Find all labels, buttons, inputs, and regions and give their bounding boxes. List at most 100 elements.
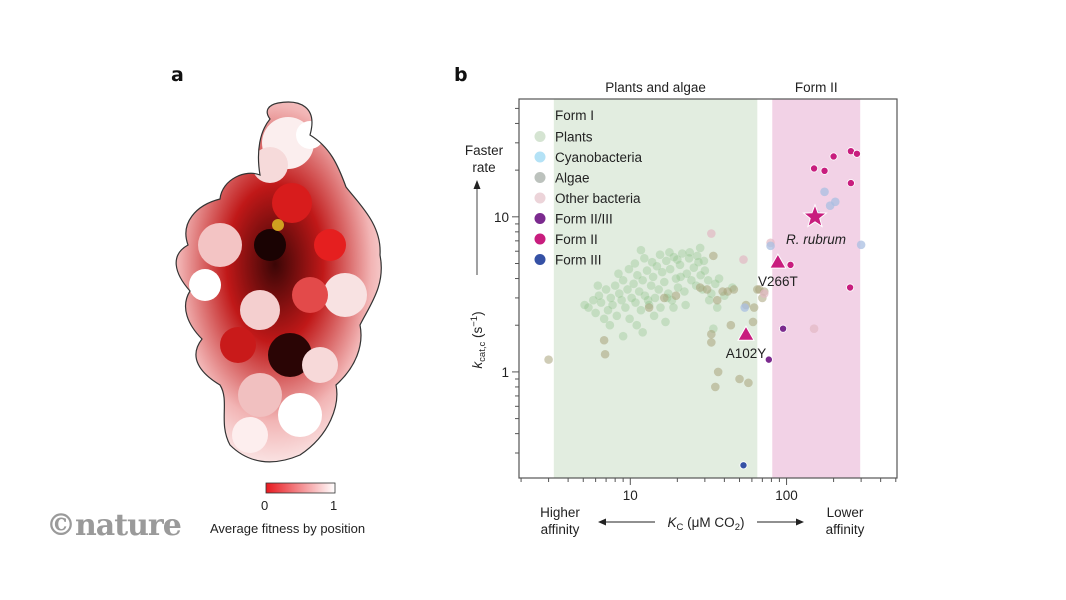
point-plants <box>661 317 670 327</box>
affinity-left-label: affinity <box>541 522 580 537</box>
point-form-ii <box>852 149 861 158</box>
legend-label: Cyanobacteria <box>555 150 643 165</box>
legend-swatch <box>534 233 546 245</box>
y-label-part: cat,c <box>477 342 488 362</box>
legend-swatch <box>534 192 546 204</box>
legend-label: Form III <box>555 253 602 268</box>
y-label-part: −1 <box>469 316 480 327</box>
y-tick-label: 1 <box>501 365 509 380</box>
point-other-bacteria <box>739 255 748 264</box>
point-cyanobacteria <box>740 303 750 312</box>
point-algae <box>707 338 716 347</box>
point-plants <box>676 272 685 282</box>
point-form-ii-iii <box>779 324 788 333</box>
point-algae <box>748 317 758 327</box>
point-plants <box>627 293 636 303</box>
point-form-ii <box>829 152 838 161</box>
point-plants <box>646 281 656 290</box>
point-plants <box>650 293 660 303</box>
point-form-ii-iii <box>764 355 773 364</box>
x-arrow-left-head <box>598 518 606 526</box>
point-cyanobacteria <box>825 201 835 210</box>
point-plants <box>614 289 624 298</box>
highlight-triangle-marker <box>769 253 787 269</box>
point-plants <box>704 295 714 305</box>
point-other-bacteria <box>707 229 716 238</box>
x-label-part: K <box>668 515 678 530</box>
point-cyanobacteria <box>766 241 775 251</box>
point-cyanobacteria <box>856 240 866 250</box>
point-plants <box>699 256 709 266</box>
point-plants <box>618 331 628 341</box>
point-plants <box>694 257 703 267</box>
colorbar-title: Average fitness by position <box>210 521 366 536</box>
point-algae <box>709 251 718 261</box>
point-plants <box>711 279 720 289</box>
point-algae <box>735 374 744 384</box>
point-plants <box>671 274 681 283</box>
colorbar <box>265 482 336 494</box>
point-plants <box>648 272 658 282</box>
y-tick-label: 10 <box>494 210 509 225</box>
y-label-part: ) <box>470 311 485 316</box>
highlight-label-r-rubrum: R. rubrum <box>786 232 846 247</box>
point-algae <box>695 283 705 292</box>
point-algae <box>707 329 716 339</box>
point-plants <box>612 311 622 321</box>
point-plants <box>673 283 683 292</box>
point-plants <box>675 260 685 270</box>
point-other-bacteria <box>759 289 769 298</box>
point-plants <box>625 314 634 324</box>
point-plants <box>640 291 650 301</box>
point-plants <box>605 320 615 330</box>
point-plants <box>636 305 646 315</box>
point-plants <box>603 305 613 315</box>
point-plants <box>659 277 669 287</box>
x-label-part: (μM CO <box>683 515 734 530</box>
nature-logo: ©nature <box>46 508 182 543</box>
point-plants <box>596 298 606 307</box>
point-form-iii <box>739 461 748 470</box>
point-plants <box>580 300 589 310</box>
legend-label: Plants <box>555 130 593 145</box>
point-plants <box>669 252 679 262</box>
point-form-ii <box>810 164 819 173</box>
point-algae <box>749 303 759 312</box>
legend-label: Form II/III <box>555 212 613 227</box>
point-plants <box>689 263 699 272</box>
point-plants <box>631 298 640 307</box>
point-plants <box>692 251 702 261</box>
point-plants <box>677 249 687 258</box>
region-band-1 <box>772 99 861 478</box>
legend-swatch <box>534 131 546 142</box>
y-label-part: k <box>470 361 485 369</box>
point-plants <box>591 308 600 318</box>
point-algae <box>644 303 654 312</box>
region-label-1: Form II <box>795 80 838 95</box>
y-arrow-head <box>473 180 481 189</box>
highlight-star-marker <box>802 203 828 228</box>
highlight-triangle-marker <box>737 325 755 341</box>
legend-swatch <box>534 151 546 163</box>
point-plants <box>687 275 696 285</box>
higher-label: Higher <box>540 505 580 520</box>
highlight-label-a102y: A102Y <box>726 346 767 361</box>
colorbar-min-label: 0 <box>261 498 269 513</box>
point-form-ii <box>846 179 855 188</box>
point-plants <box>714 274 724 283</box>
legend-label: Other bacteria <box>555 191 641 206</box>
point-algae <box>729 285 739 294</box>
point-form-ii <box>786 260 795 269</box>
point-plants <box>662 256 671 266</box>
point-plants <box>673 255 682 264</box>
point-plants <box>712 303 722 312</box>
panel-b-letter: b <box>454 64 468 86</box>
point-plants <box>700 266 710 275</box>
point-plants <box>629 279 638 289</box>
point-plants <box>682 269 692 278</box>
protein-surface-image <box>175 101 382 463</box>
point-algae <box>659 293 669 303</box>
point-plants <box>652 261 662 271</box>
legend-header: Form I <box>555 108 594 123</box>
